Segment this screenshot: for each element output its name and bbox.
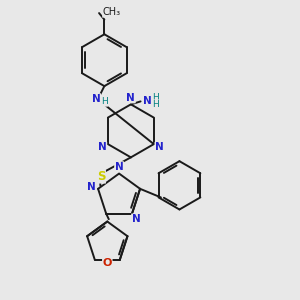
Text: N: N bbox=[132, 214, 140, 224]
Text: N: N bbox=[127, 93, 135, 103]
Text: N: N bbox=[155, 142, 164, 152]
Text: N: N bbox=[143, 96, 152, 106]
Text: S: S bbox=[97, 170, 105, 183]
Text: O: O bbox=[103, 258, 112, 268]
Text: H: H bbox=[152, 100, 159, 109]
Text: N: N bbox=[115, 162, 124, 172]
Text: N: N bbox=[87, 182, 96, 192]
Text: CH₃: CH₃ bbox=[103, 7, 121, 17]
Text: N: N bbox=[98, 142, 107, 152]
Text: H: H bbox=[152, 92, 159, 101]
Text: N: N bbox=[92, 94, 100, 104]
Text: H: H bbox=[101, 97, 108, 106]
